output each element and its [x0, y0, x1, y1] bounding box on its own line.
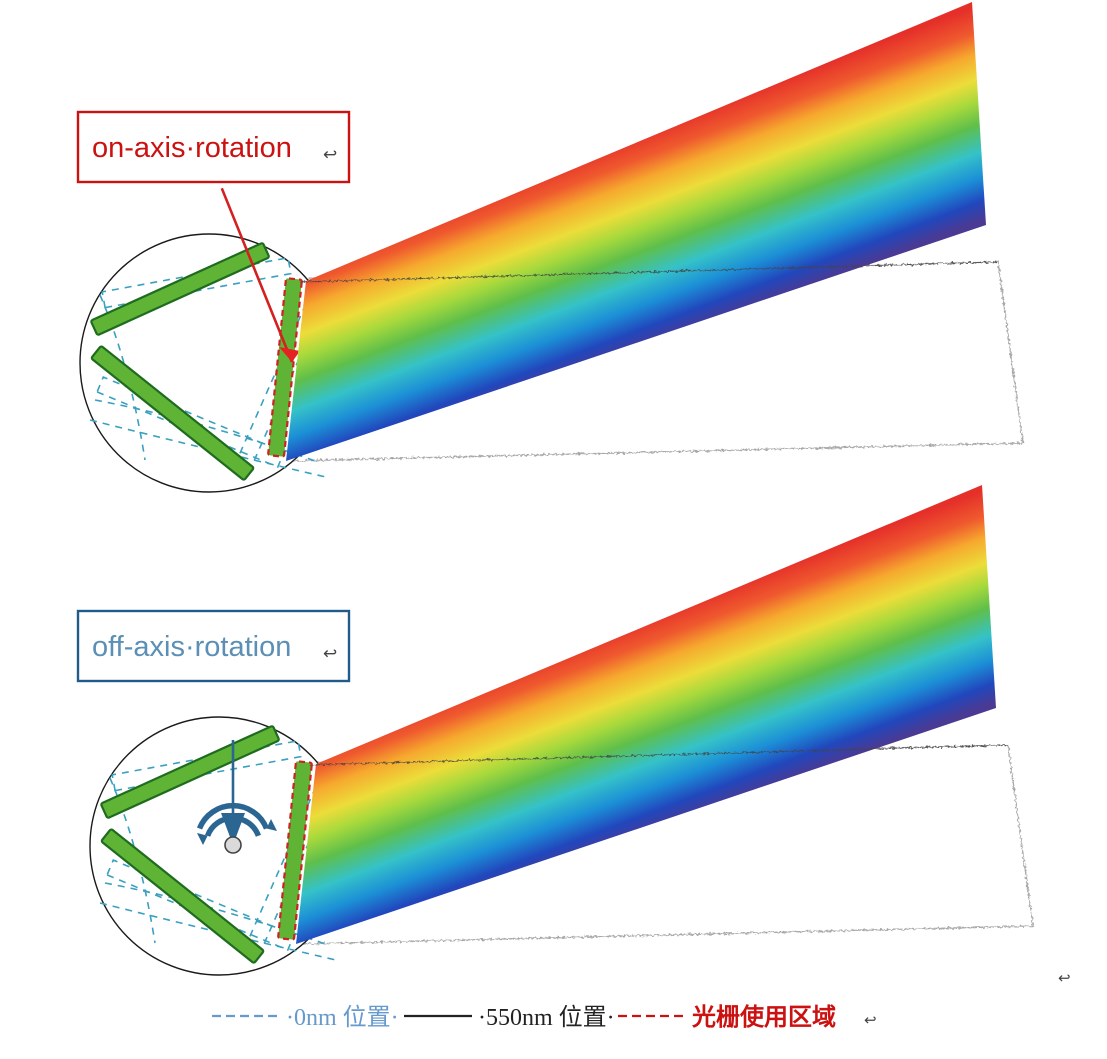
svg-text:↩: ↩	[323, 644, 337, 663]
svg-text:on-axis·rotation: on-axis·rotation	[92, 132, 292, 164]
svg-text:↩: ↩	[864, 1013, 877, 1029]
svg-text:·550nm 位置·: ·550nm 位置·	[478, 1004, 615, 1031]
svg-text:↩: ↩	[1058, 971, 1071, 987]
svg-text:↩: ↩	[323, 145, 337, 164]
svg-text:off-axis·rotation: off-axis·rotation	[92, 631, 291, 663]
svg-text:光栅使用区域: 光栅使用区域	[691, 1004, 836, 1031]
svg-text:·0nm 位置·: ·0nm 位置·	[286, 1004, 399, 1031]
